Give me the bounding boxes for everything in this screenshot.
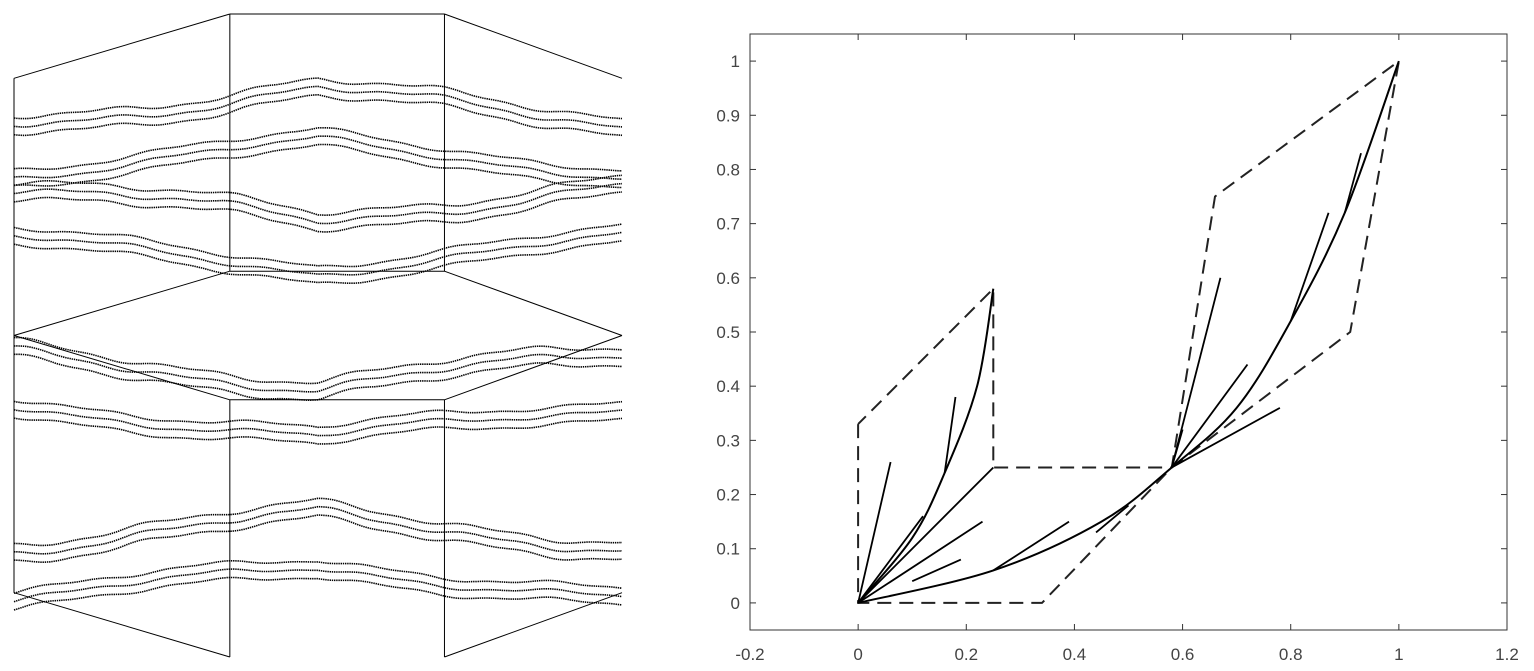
band-curve (13, 77, 623, 120)
hexagon-edge (444, 13, 623, 79)
hexagon-edge (444, 592, 623, 658)
solid-segment (992, 520, 1070, 572)
band-curve (13, 182, 623, 225)
dashed-outline-series (857, 58, 1401, 604)
y-tick-label: 0.8 (716, 160, 740, 179)
band-curve (14, 336, 623, 385)
solid-segment (1171, 407, 1281, 469)
hexagon-edge (444, 335, 623, 401)
band-curve (13, 231, 623, 276)
solid-segments (857, 152, 1362, 604)
band-group (13, 77, 623, 137)
x-tick-label: 0 (853, 645, 862, 664)
y-tick-label: 0.7 (716, 215, 740, 234)
x-tick-label: 1 (1394, 645, 1403, 664)
band-curve (13, 576, 623, 611)
band-group (13, 497, 623, 563)
band-group (13, 127, 623, 189)
band-curve (13, 223, 623, 268)
hexagon-edge (13, 592, 230, 658)
band-curve (13, 568, 623, 603)
band-curve (13, 417, 623, 445)
hexagon-fractal-figure (13, 13, 623, 658)
solid-segment (857, 515, 924, 604)
solid-segment (857, 466, 994, 604)
line-chart: -0.2 0 0.2 0.4 0.6 0.8 1 1.2 0 0.1 0.2 0.3 0.4 0.5 0.6… (716, 33, 1519, 664)
solid-segment (1170, 277, 1222, 468)
band-group (13, 336, 623, 401)
band-group (13, 560, 623, 611)
x-tick-label: 0.6 (1171, 645, 1195, 664)
cell-boundaries (13, 13, 623, 658)
hexagon-edge (13, 13, 230, 79)
hexagon-edge (444, 270, 623, 336)
band-curve (13, 191, 623, 233)
solid-segment (1343, 152, 1362, 214)
y-tick-label: 0.3 (716, 431, 740, 450)
band-curve (13, 240, 623, 284)
solid-segment (1095, 504, 1130, 534)
y-tick-label: 0.5 (716, 323, 740, 342)
branch-curve-series (857, 288, 995, 604)
solid-segment (1289, 212, 1330, 322)
band-curve (13, 174, 623, 217)
solid-segment (857, 520, 983, 604)
hexagon-edge (13, 270, 230, 336)
band-curve (13, 85, 623, 128)
x-tick-label: 1.2 (1495, 645, 1519, 664)
band-group (13, 174, 623, 233)
solid-segment (1171, 363, 1249, 468)
band-curve (13, 497, 623, 547)
x-axis: -0.2 0 0.2 0.4 0.6 0.8 1 1.2 (735, 34, 1519, 664)
y-tick-label: 1 (731, 52, 740, 71)
line-chart-panel: -0.2 0 0.2 0.4 0.6 0.8 1 1.2 0 0.1 0.2 0.3 0.4 0.5 0.6… (690, 0, 1534, 671)
hexagon-edge (13, 335, 230, 401)
y-tick-label: 0.2 (716, 486, 740, 505)
band-curve (14, 505, 623, 555)
band-curve (13, 143, 622, 189)
wavy-bands (13, 77, 623, 611)
band-curve (13, 514, 623, 563)
band-curve (13, 135, 623, 180)
band-curve (13, 345, 623, 393)
y-tick-label: 0.4 (716, 377, 740, 396)
y-tick-label: 0 (731, 594, 740, 613)
x-tick-label: -0.2 (735, 645, 764, 664)
solid-segment (911, 558, 962, 583)
band-curve (13, 560, 623, 595)
x-tick-label: 0.4 (1063, 645, 1087, 664)
band-curve (13, 93, 623, 137)
solid-segment (943, 396, 957, 473)
x-tick-label: 0.8 (1279, 645, 1303, 664)
band-curve (13, 409, 623, 437)
plot-frame (749, 33, 1508, 631)
y-axis: 0 0.1 0.2 0.3 0.4 0.5 0.6 0.7 0.8 0.9 1 (716, 52, 1507, 613)
x-tick-label: 0.2 (954, 645, 978, 664)
band-group (13, 400, 623, 445)
y-tick-label: 0.6 (716, 269, 740, 288)
hexagon-fractal-panel (0, 0, 640, 671)
solid-segment (857, 461, 892, 604)
band-curve (13, 127, 622, 172)
y-tick-label: 0.1 (716, 540, 740, 559)
main-curve-series (857, 60, 1400, 604)
band-curve (14, 353, 623, 401)
band-curve (13, 400, 623, 429)
y-tick-label: 0.9 (716, 106, 740, 125)
band-group (13, 223, 623, 284)
